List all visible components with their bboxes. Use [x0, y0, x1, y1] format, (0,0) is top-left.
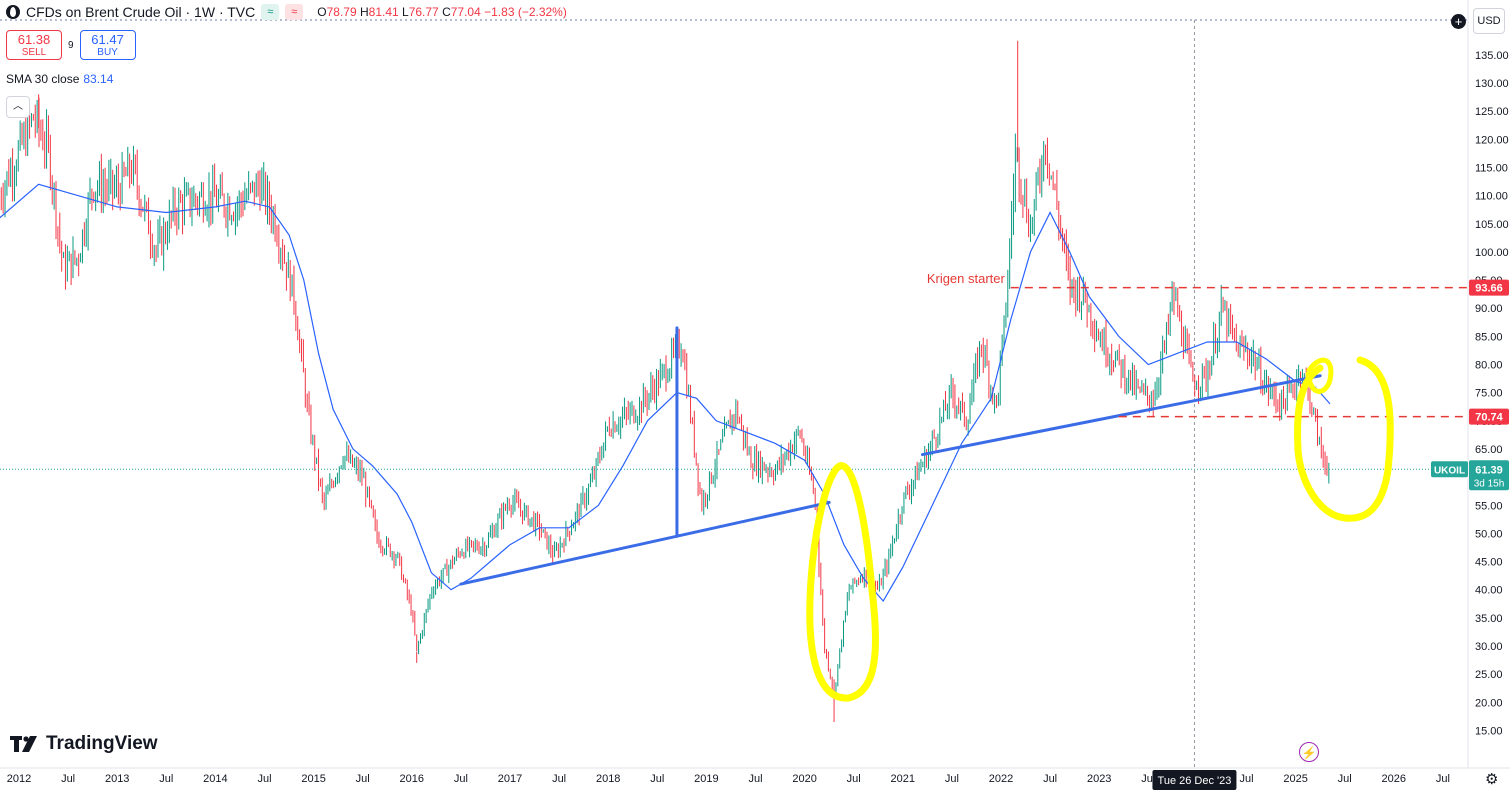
x-tick-label: 2020 — [792, 773, 816, 785]
annotation-text: Krigen starter — [927, 271, 1006, 286]
currency-selector[interactable]: USD — [1473, 8, 1505, 34]
crosshair-time-label: Tue 26 Dec '23 — [1158, 775, 1232, 787]
buy-button[interactable]: 61.47 BUY — [79, 30, 136, 60]
y-tick-label: 120.00 — [1475, 134, 1509, 146]
x-tick-label: Jul — [945, 773, 959, 785]
x-tick-label: Jul — [1141, 773, 1155, 785]
x-tick-label: 2012 — [7, 773, 31, 785]
x-tick-label: Jul — [1239, 773, 1253, 785]
x-tick-label: Jul — [159, 773, 173, 785]
candles — [0, 97, 1330, 693]
x-tick-label: Jul — [552, 773, 566, 785]
x-tick-label: 2018 — [596, 773, 620, 785]
y-tick-label: 125.00 — [1475, 106, 1509, 118]
y-tick-label: 55.00 — [1475, 500, 1503, 512]
x-tick-label: 2014 — [203, 773, 227, 785]
x-tick-label: Jul — [356, 773, 370, 785]
level-price-badge — [1469, 279, 1509, 296]
y-tick-label: 20.00 — [1475, 697, 1503, 709]
x-tick-label: Jul — [1338, 773, 1352, 785]
y-tick-label: 45.00 — [1475, 557, 1503, 569]
trade-buttons: 61.38 SELL 9 61.47 BUY — [6, 30, 136, 60]
brand-name: TradingView — [46, 733, 158, 754]
y-tick-label: 35.00 — [1475, 613, 1503, 625]
level-price-label: 70.74 — [1475, 412, 1503, 424]
symbol-title[interactable]: CFDs on Brent Crude Oil · 1W · TVC — [26, 4, 256, 20]
crosshair-time-badge — [1152, 770, 1237, 790]
sell-button[interactable]: 61.38 SELL — [6, 30, 62, 60]
y-tick-label: 130.00 — [1475, 78, 1509, 90]
indicator-value: 83.14 — [83, 72, 114, 86]
y-tick-label: 25.00 — [1475, 669, 1503, 681]
y-tick-label: 15.00 — [1475, 725, 1503, 737]
oil-drop-icon — [6, 5, 20, 19]
data-status-icon[interactable]: ≈ — [285, 4, 304, 20]
market-status-icon[interactable]: ≈ — [261, 4, 280, 20]
y-tick-label: 50.00 — [1475, 528, 1503, 540]
x-tick-label: Jul — [1043, 773, 1057, 785]
y-tick-label: 90.00 — [1475, 303, 1503, 315]
x-tick-label: 2026 — [1382, 773, 1406, 785]
collapse-legend-button[interactable]: ︿ — [6, 96, 30, 118]
x-tick-label: 2017 — [498, 773, 522, 785]
last-price-badge — [1469, 460, 1509, 491]
x-tick-label: 2013 — [105, 773, 129, 785]
x-tick-label: 2015 — [301, 773, 325, 785]
y-tick-label: 110.00 — [1475, 191, 1508, 203]
x-tick-label: Jul — [61, 773, 75, 785]
y-tick-label: 135.00 — [1475, 50, 1509, 62]
trendline — [920, 374, 1322, 457]
x-tick-label: Jul — [748, 773, 762, 785]
y-tick-label: 30.00 — [1475, 641, 1503, 653]
gear-icon[interactable]: ⚙ — [1485, 771, 1499, 788]
countdown-label: 3d 15h — [1474, 478, 1505, 489]
level-price-label: 93.66 — [1475, 283, 1503, 295]
y-tick-label: 40.00 — [1475, 585, 1503, 597]
x-tick-label: 2019 — [694, 773, 718, 785]
spread-value: 9 — [68, 39, 74, 51]
price-change: −1.83 (−2.32%) — [484, 5, 567, 19]
add-plus-icon[interactable]: + — [1451, 14, 1466, 29]
x-tick-label: Jul — [847, 773, 861, 785]
highlight-loop — [1294, 356, 1394, 522]
highlight-loop — [806, 462, 880, 702]
indicator-legend[interactable]: SMA 30 close 83.14 — [6, 72, 113, 86]
last-price-label: 61.39 — [1475, 464, 1503, 476]
symbol-badge-label: UKOIL — [1434, 465, 1465, 476]
trendline — [459, 500, 831, 586]
y-tick-label: 85.00 — [1475, 331, 1503, 343]
lightning-icon[interactable]: ⚡ — [1299, 742, 1319, 762]
sma-30-line — [0, 183, 1331, 603]
tradingview-logo: TradingView — [10, 733, 158, 755]
y-tick-label: 80.00 — [1475, 360, 1503, 372]
x-tick-label: 2022 — [989, 773, 1013, 785]
y-tick-label: 75.00 — [1475, 388, 1503, 400]
y-tick-label: 105.00 — [1475, 219, 1509, 231]
y-tick-label: 65.00 — [1475, 444, 1503, 456]
tv-logo-icon — [10, 736, 37, 752]
indicator-name: SMA 30 close — [6, 72, 80, 86]
x-tick-label: 2016 — [400, 773, 424, 785]
x-tick-label: 2025 — [1283, 773, 1307, 785]
x-tick-label: 2023 — [1087, 773, 1111, 785]
y-tick-label: 115.00 — [1475, 162, 1508, 174]
x-tick-label: Jul — [454, 773, 468, 785]
ohlc-values: O78.79 H81.41 L76.77 C77.04 −1.83 (−2.32… — [317, 5, 567, 19]
x-tick-label: Jul — [650, 773, 664, 785]
highlight-loop — [1305, 357, 1334, 394]
y-tick-label: 100.00 — [1475, 247, 1509, 259]
chart-header: CFDs on Brent Crude Oil · 1W · TVC ≈ ≈ O… — [6, 4, 567, 20]
level-price-badge — [1469, 408, 1509, 425]
symbol-badge — [1431, 461, 1468, 478]
x-tick-label: Jul — [257, 773, 271, 785]
x-tick-label: 2021 — [891, 773, 915, 785]
x-tick-label: Jul — [1436, 773, 1450, 785]
